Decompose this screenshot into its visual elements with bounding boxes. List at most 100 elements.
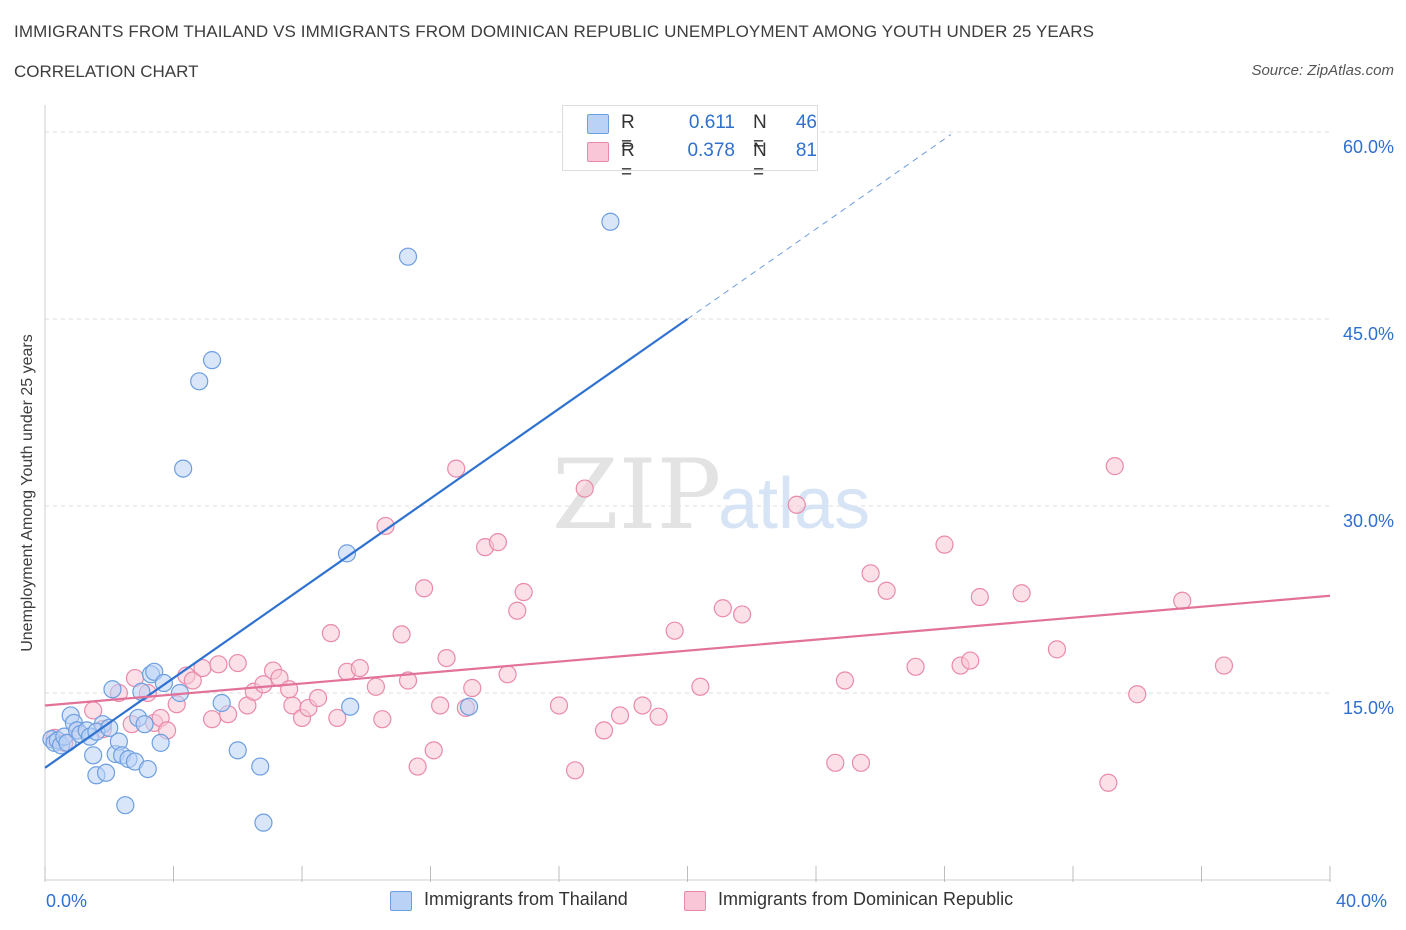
data-point-thailand — [135, 715, 154, 734]
data-point-dominican-republic — [308, 688, 328, 708]
data-point-dominican-republic — [594, 721, 614, 740]
legend-swatch-dominican-republic — [684, 891, 706, 911]
trend-line-thailand-extension — [687, 134, 952, 320]
data-point-dominican-republic — [826, 753, 845, 772]
legend-r-value: 0.378 — [687, 140, 735, 161]
data-point-dominican-republic — [549, 696, 569, 715]
legend-label-dominican-republic: Immigrants from Dominican Republic — [718, 889, 1014, 909]
legend-r-label: R = — [621, 112, 635, 155]
data-point-dominican-republic — [633, 696, 652, 715]
chart-title: IMMIGRANTS FROM THAILAND VS IMMIGRANTS F… — [14, 22, 1095, 41]
data-point-dominican-republic — [328, 708, 347, 728]
data-point-thailand — [228, 741, 247, 760]
data-point-thailand — [212, 693, 231, 713]
legend-n-value: 46 — [795, 112, 817, 133]
y-tick-label: 30.0% — [1342, 511, 1394, 531]
data-point-dominican-republic — [861, 564, 880, 583]
data-point-dominican-republic — [851, 753, 871, 772]
data-point-dominican-republic — [228, 653, 247, 673]
data-point-dominican-republic — [373, 710, 392, 729]
data-point-thailand — [459, 697, 479, 716]
data-point-thailand — [103, 680, 122, 699]
data-point-dominican-republic — [488, 533, 508, 552]
data-point-dominican-republic — [366, 677, 385, 696]
trend-lines — [44, 134, 1331, 769]
data-point-thailand — [254, 813, 273, 832]
data-point-dominican-republic — [254, 675, 273, 694]
gridlines — [45, 131, 1330, 694]
data-point-dominican-republic — [392, 625, 411, 644]
y-tick-label: 60.0% — [1342, 137, 1394, 157]
data-point-dominican-republic — [508, 601, 527, 620]
chart-subtitle: CORRELATION CHART — [14, 62, 199, 81]
data-point-dominican-republic — [437, 648, 456, 668]
data-point-dominican-republic — [463, 678, 482, 698]
data-point-dominican-republic — [209, 655, 228, 674]
data-point-dominican-republic — [733, 605, 752, 624]
data-point-dominican-republic — [575, 479, 594, 498]
data-point-dominican-republic — [835, 671, 855, 690]
data-point-thailand — [601, 212, 620, 231]
series-legend: Immigrants from Thailand Immigrants from… — [0, 888, 1406, 916]
correlation-legend: R = 0.611 N = 46 R = 0.378 N = 81 — [562, 105, 818, 183]
watermark-zip: ZIP — [552, 439, 721, 551]
data-point-dominican-republic — [1173, 591, 1192, 610]
data-point-dominican-republic — [431, 696, 450, 715]
x-tick-label-max: 40.0% — [1336, 891, 1388, 911]
trend-line-thailand — [44, 318, 689, 769]
legend-swatch-thailand — [587, 114, 609, 134]
data-point-dominican-republic — [1214, 656, 1234, 675]
data-point-thailand — [337, 544, 357, 563]
data-point-dominican-republic — [398, 671, 418, 690]
axes — [44, 105, 1331, 882]
data-point-dominican-republic — [1047, 640, 1067, 659]
data-point-dominican-republic — [408, 757, 427, 776]
legend-swatch-thailand — [390, 891, 412, 911]
data-point-thailand — [138, 759, 157, 779]
data-point-dominican-republic — [691, 677, 710, 696]
legend-r-value: 0.611 — [688, 112, 735, 133]
data-point-dominican-republic — [610, 706, 630, 725]
data-point-dominican-republic — [424, 741, 443, 760]
data-point-thailand — [84, 746, 103, 765]
legend-n-label: N = — [753, 112, 767, 155]
data-point-thailand — [398, 247, 418, 266]
data-point-dominican-republic — [935, 535, 954, 554]
data-point-thailand — [116, 796, 135, 815]
data-point-thailand — [341, 697, 360, 716]
data-point-dominican-republic — [877, 581, 896, 600]
trend-line-dominican-republic — [44, 594, 1331, 707]
data-point-dominican-republic — [1012, 584, 1031, 603]
data-point-dominican-republic — [713, 599, 732, 618]
data-point-dominican-republic — [1105, 457, 1124, 476]
data-point-dominican-republic — [447, 459, 466, 478]
data-point-dominican-republic — [183, 671, 202, 690]
data-point-thailand — [202, 351, 222, 370]
data-point-dominican-republic — [665, 621, 684, 640]
x-tick-label-min: 0.0% — [46, 891, 88, 911]
source-label: Source: ZipAtlas.com — [1251, 62, 1394, 79]
data-point-thailand — [174, 459, 193, 478]
data-point-thailand — [251, 757, 270, 776]
data-point-dominican-republic — [321, 624, 341, 643]
data-point-dominican-republic — [498, 665, 517, 684]
data-point-dominican-republic — [787, 495, 806, 514]
data-point-dominican-republic — [970, 587, 989, 607]
legend-n-label: N = — [753, 140, 767, 183]
data-point-dominican-republic — [376, 516, 395, 536]
data-point-dominican-republic — [414, 579, 434, 598]
series-thailand-points — [42, 212, 620, 832]
data-point-thailand — [96, 763, 116, 782]
data-point-dominican-republic — [202, 710, 222, 729]
data-point-dominican-republic — [906, 657, 925, 676]
legend-swatch-dominican-republic — [587, 142, 609, 162]
legend-label-thailand: Immigrants from Thailand — [424, 889, 628, 909]
data-point-dominican-republic — [514, 582, 533, 602]
y-axis-label: Unemployment Among Youth under 25 years — [19, 334, 36, 652]
watermark: ZIP atlas — [552, 439, 870, 551]
legend-n-value: 81 — [795, 140, 817, 161]
data-point-thailand — [151, 733, 170, 752]
data-point-dominican-republic — [649, 707, 668, 726]
data-point-dominican-republic — [565, 761, 585, 780]
